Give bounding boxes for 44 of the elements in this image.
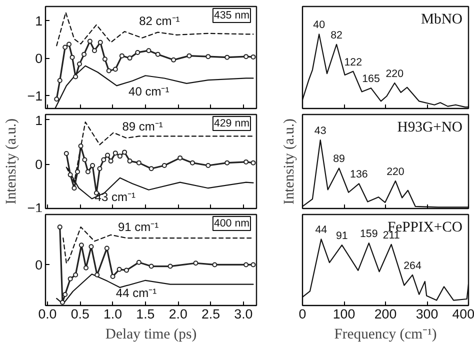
y-tick-label: 1: [35, 112, 43, 128]
annotation: 264: [404, 260, 422, 272]
x-tick-label: 200: [374, 306, 397, 322]
y-tick-label: 0: [35, 51, 43, 66]
annotation: 400 nm: [214, 218, 250, 230]
x-axis-title: Frequency (cm⁻¹): [334, 326, 437, 342]
x-tick-label: 2.5: [202, 306, 220, 322]
annotation: 89 cm⁻¹: [122, 120, 163, 134]
y-tick-label: −1: [27, 88, 43, 104]
x-axis-title: Delay time (ps): [105, 326, 197, 342]
x-tick-label: 0: [298, 306, 306, 322]
x-tick-label: 0.0: [38, 306, 57, 322]
annotation: 165: [362, 73, 380, 86]
annotation: 122: [344, 56, 362, 68]
annotation: 44 cm⁻¹: [116, 286, 157, 300]
x-tick-label: 400: [452, 306, 474, 322]
annotation: 82 cm⁻¹: [139, 14, 180, 28]
x-tick-label: 300: [416, 306, 438, 322]
annotation: 89: [333, 153, 346, 166]
x-tick-label: 1.0: [104, 306, 122, 322]
annotation: 43: [314, 125, 326, 138]
annotation: 44: [315, 224, 328, 236]
annotation: 220: [386, 166, 404, 178]
annotation: 159: [360, 228, 378, 240]
annotation: 40 cm⁻¹: [128, 84, 170, 99]
x-tick-label: 1.5: [136, 306, 155, 322]
annotation: 82: [330, 29, 343, 42]
x-tick-label: 3.0: [234, 306, 253, 322]
x-tick-label: 0.5: [70, 306, 90, 322]
y-tick-label: 1: [35, 14, 43, 29]
text: H93G+NO: [397, 120, 463, 136]
x-tick-label: 2.0: [168, 306, 188, 322]
annotation: 91: [336, 230, 348, 242]
annotation: 40: [313, 19, 326, 32]
y-axis-title: Intensity (a.u.): [3, 118, 20, 204]
annotation: 91 cm⁻¹: [118, 220, 159, 234]
annotation: 220: [386, 68, 404, 80]
x-tick-label: 100: [332, 306, 356, 322]
annotation: 429 nm: [214, 118, 250, 130]
annotation: 435 nm: [214, 10, 250, 22]
y-axis-title: Intensity (a.u.): [282, 118, 298, 204]
text: MbNO: [420, 12, 463, 28]
annotation: 136: [350, 168, 368, 181]
y-tick-label: 0: [35, 157, 43, 172]
